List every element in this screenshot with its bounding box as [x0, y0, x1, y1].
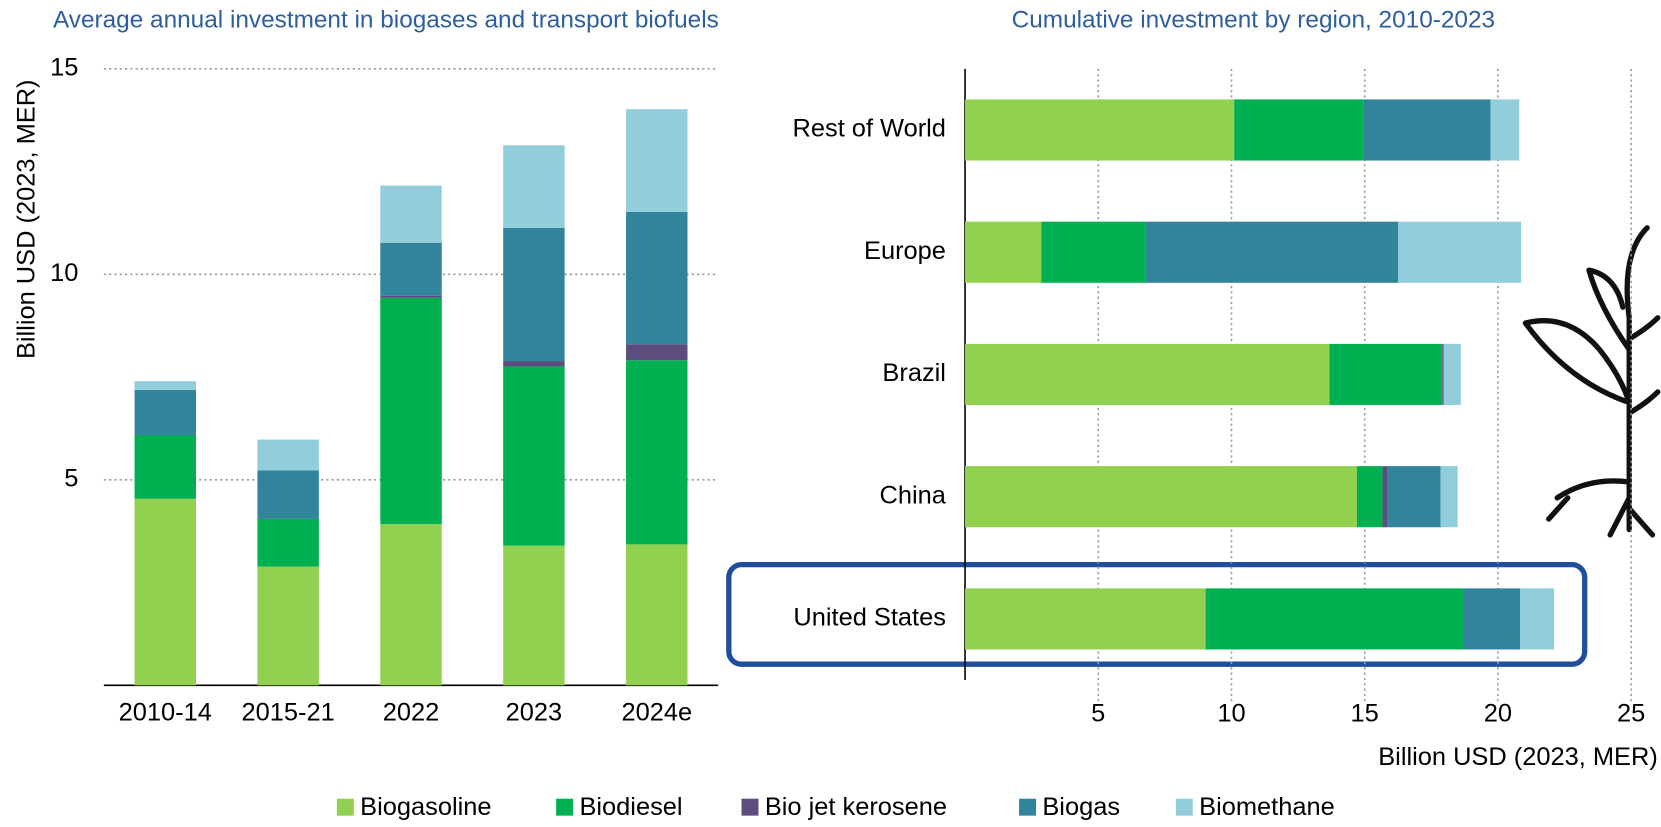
bar-segment [134, 389, 196, 436]
bar-segment [1520, 588, 1555, 650]
legend-label: Biogas [1042, 793, 1120, 821]
chart-title: Average annual investment in biogases an… [53, 7, 719, 34]
x-tick-label: 2015-21 [242, 699, 335, 727]
x-tick-label: 10 [1217, 700, 1245, 728]
bar-segment [1234, 99, 1364, 161]
bar-segment [626, 544, 688, 686]
bar-segment [1356, 466, 1383, 528]
legend-swatch [1175, 798, 1193, 816]
legend-label: Bio jet kerosene [765, 793, 947, 821]
bar-segment [503, 145, 565, 228]
y-tick-label: 15 [50, 54, 78, 82]
bar-segment [1442, 343, 1444, 406]
bar-segment [1463, 588, 1521, 650]
bar-segment [1382, 466, 1388, 528]
bar-segment [965, 343, 1330, 406]
plant-icon [1522, 225, 1661, 538]
bar-segment [1398, 221, 1522, 283]
bar-segment [134, 498, 196, 686]
bar-segment [626, 360, 688, 545]
bar-segment [503, 361, 565, 367]
bar-segment [503, 366, 565, 546]
bar-segment [257, 470, 319, 519]
bar-segment [1490, 99, 1520, 161]
bar-segment [503, 545, 565, 686]
x-tick-label: 2010-14 [119, 699, 212, 727]
x-tick-label: 15 [1351, 700, 1379, 728]
legend-swatch [1019, 798, 1036, 816]
legend-label: Biomethane [1199, 793, 1335, 821]
bar-segment [965, 466, 1357, 528]
y-tick-label: China [880, 481, 947, 509]
x-tick-label: 2024e [621, 699, 692, 727]
bar-segment [380, 295, 442, 298]
bar-segment [257, 518, 319, 567]
bar-segment [1441, 343, 1443, 406]
bar-segment [1440, 466, 1458, 528]
x-tick-label: 2022 [383, 699, 440, 727]
bar-segment [257, 439, 319, 471]
x-tick-label: 2023 [506, 699, 563, 727]
legend-swatch [556, 798, 574, 816]
y-tick-label: Europe [864, 237, 946, 265]
y-tick-label: 5 [64, 465, 78, 493]
bar-segment [626, 109, 688, 212]
legend-swatch [741, 798, 759, 816]
bar-segment [134, 381, 196, 390]
legend-swatch [336, 798, 354, 816]
bar-segment [965, 588, 1206, 650]
y-tick-label: Brazil [882, 359, 946, 387]
bar-segment [1041, 221, 1146, 283]
y-axis-label: Billion USD (2023, MER) [12, 79, 40, 359]
x-axis-label: Billion USD (2023, MER) [1378, 743, 1658, 771]
x-tick-label: 5 [1091, 700, 1105, 728]
bar-segment [626, 211, 688, 345]
x-tick-label: 25 [1617, 700, 1645, 728]
bar-segment [965, 221, 1042, 283]
bar-segment [134, 435, 196, 499]
y-tick-label: United States [793, 604, 946, 632]
chart-title: Cumulative investment by region, 2010-20… [1012, 7, 1495, 34]
bar-segment [380, 242, 442, 296]
bar-segment [626, 344, 688, 361]
y-tick-label: 10 [50, 259, 78, 287]
bar-segment [1387, 466, 1441, 528]
bar-segment [1329, 343, 1442, 406]
bar-segment [380, 524, 442, 686]
bar-segment [257, 566, 319, 686]
bar-segment [965, 99, 1235, 161]
bar-segment [1145, 221, 1399, 283]
bar-segment [380, 185, 442, 243]
legend-label: Biodiesel [579, 793, 682, 821]
bar-segment [1363, 99, 1491, 161]
bar-segment [1205, 588, 1464, 650]
highlight-box [726, 561, 1588, 667]
legend-label: Biogasoline [360, 793, 491, 821]
y-tick-label: Rest of World [793, 115, 946, 143]
bar-segment [380, 297, 442, 525]
bar-segment [503, 227, 565, 362]
bar-segment [1443, 343, 1461, 406]
x-tick-label: 20 [1484, 700, 1512, 728]
